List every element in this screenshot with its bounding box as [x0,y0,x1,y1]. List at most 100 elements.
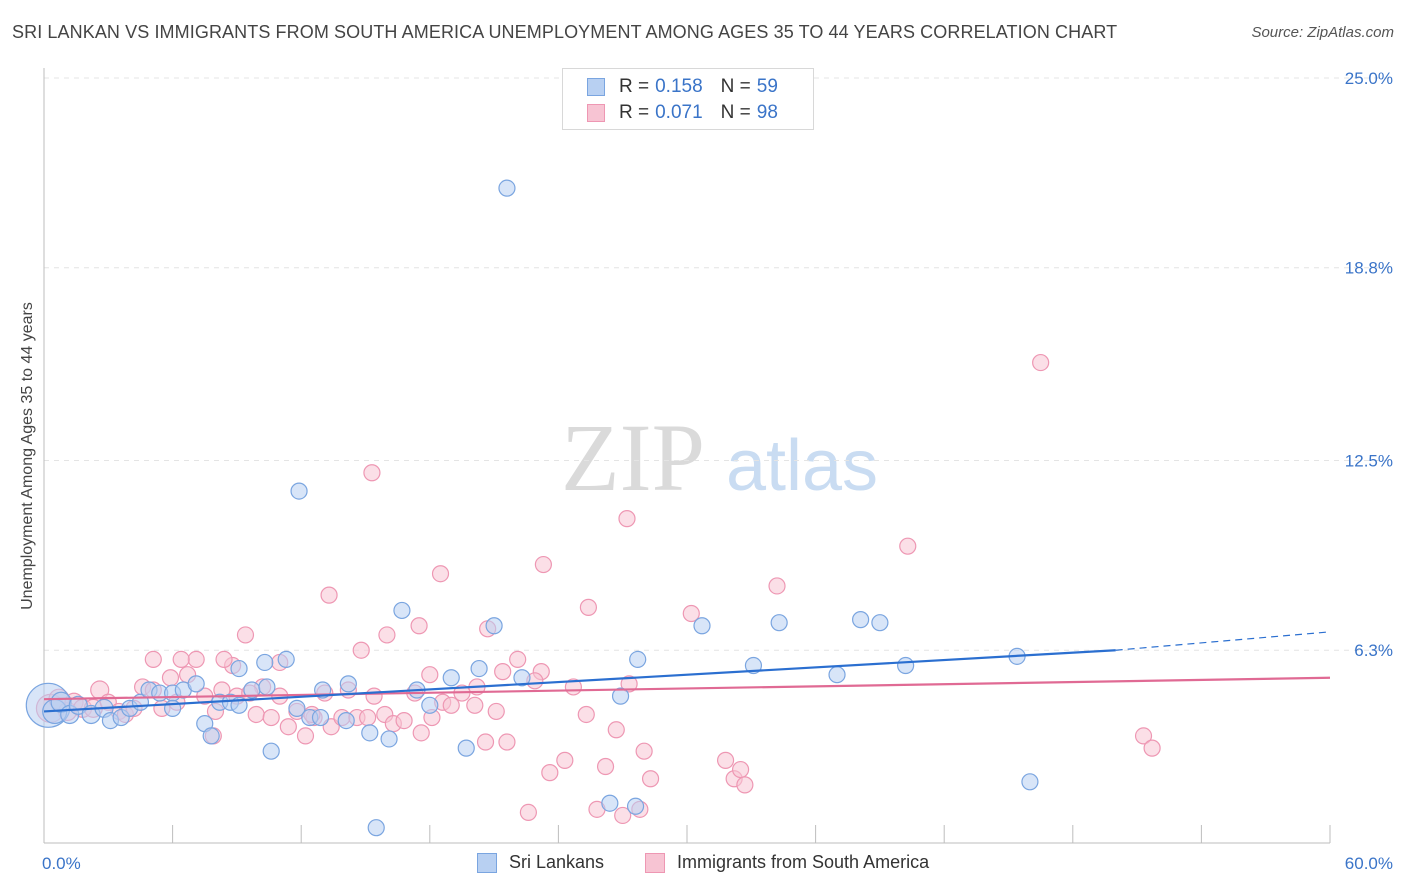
data-point [352,641,370,659]
legend-swatch-pink [645,852,665,873]
watermark-zip: ZIP [561,404,705,511]
data-point [498,733,516,751]
data-point [897,656,915,675]
data-point [509,650,527,669]
legend-r-label: R = [619,76,650,97]
data-point [899,537,917,555]
data-point [393,601,411,620]
data-point [367,819,385,837]
data-point [487,702,505,721]
data-point [1143,739,1161,757]
data-point [736,776,754,794]
source-credit: Source: ZipAtlas.com [1251,24,1394,41]
data-point [519,803,537,822]
data-point [365,687,383,705]
data-point [262,742,280,760]
legend-label-sri-lankans: Sri Lankans [509,852,605,872]
legend-label-immigrants: Immigrants from South America [677,852,930,872]
data-point [731,760,750,779]
data-point [629,650,647,669]
data-point [1134,727,1153,745]
data-point [421,666,439,684]
trend-line-sri-lankans-extension [1115,631,1331,651]
data-point [339,675,357,693]
watermark: ZIP atlas [561,404,878,511]
data-point [290,482,308,500]
data-point [215,650,233,669]
data-point [768,577,786,595]
data-point [641,770,660,788]
data-point [277,650,295,669]
data-point [871,614,889,632]
data-point [288,699,306,717]
data-point [596,757,615,776]
data-point [470,659,488,678]
data-point [161,669,180,687]
legend-row-sri-lankans: R = 0.158 N = 59 [587,76,778,98]
data-point [187,675,205,693]
data-point [828,666,846,684]
legend-n-label: N = [720,76,751,97]
data-point [635,742,653,760]
legend-r-value: 0.071 [655,102,703,123]
x-tick-label-min: 0.0% [42,854,81,873]
data-point [202,727,220,745]
data-point [618,510,636,528]
data-point [682,604,700,623]
data-point [556,751,574,769]
trend-line-sri-lankans [43,649,1116,713]
legend-item-immigrants: Immigrants from South America [645,852,929,873]
data-point [380,730,398,748]
data-point [279,718,297,736]
legend-r-label: R = [619,102,650,123]
data-point [395,711,413,730]
data-point [607,721,625,739]
data-point [601,794,619,812]
legend-swatch-blue [477,852,497,873]
data-point [431,565,450,583]
data-point [693,617,711,635]
data-point [716,751,735,769]
data-point [378,626,396,644]
y-tick-label: 12.5% [1345,452,1393,471]
data-point [247,705,265,724]
data-point [311,708,330,727]
data-point [230,659,248,678]
data-point [256,653,274,672]
data-point [579,598,598,616]
data-point [744,656,763,675]
data-point [534,555,552,574]
series-legend: Sri Lankans Immigrants from South Americ… [0,852,1406,876]
legend-n-value: 98 [756,102,778,123]
data-point [442,669,460,687]
series-sri-lankans-points [25,179,1039,837]
chart-title: SRI LANKAN VS IMMIGRANTS FROM SOUTH AMER… [12,22,1118,42]
data-point [412,724,430,742]
legend-r-value: 0.158 [655,76,703,97]
data-point [361,724,379,742]
legend-item-sri-lankans: Sri Lankans [477,852,604,873]
correlation-legend: R = 0.158 N = 59 R = 0.071 N = 98 [562,68,814,130]
legend-swatch-blue [587,78,605,96]
data-point [541,764,559,782]
data-point [457,739,475,757]
data-point [476,733,495,751]
legend-n-value: 59 [756,76,778,97]
data-point [626,797,645,815]
data-point [296,727,315,745]
data-point [852,611,870,629]
data-point [494,663,512,681]
y-tick-label: 25.0% [1345,69,1393,88]
legend-swatch-pink [587,104,605,122]
x-tick-label-max: 60.0% [1345,854,1393,873]
data-point [410,617,428,635]
data-point [172,650,190,669]
data-point [620,675,638,693]
data-point [614,806,632,825]
grid-lines [44,77,1392,651]
data-point [236,626,255,644]
data-point [466,696,484,714]
data-point [421,696,439,714]
legend-n-label: N = [720,102,751,123]
